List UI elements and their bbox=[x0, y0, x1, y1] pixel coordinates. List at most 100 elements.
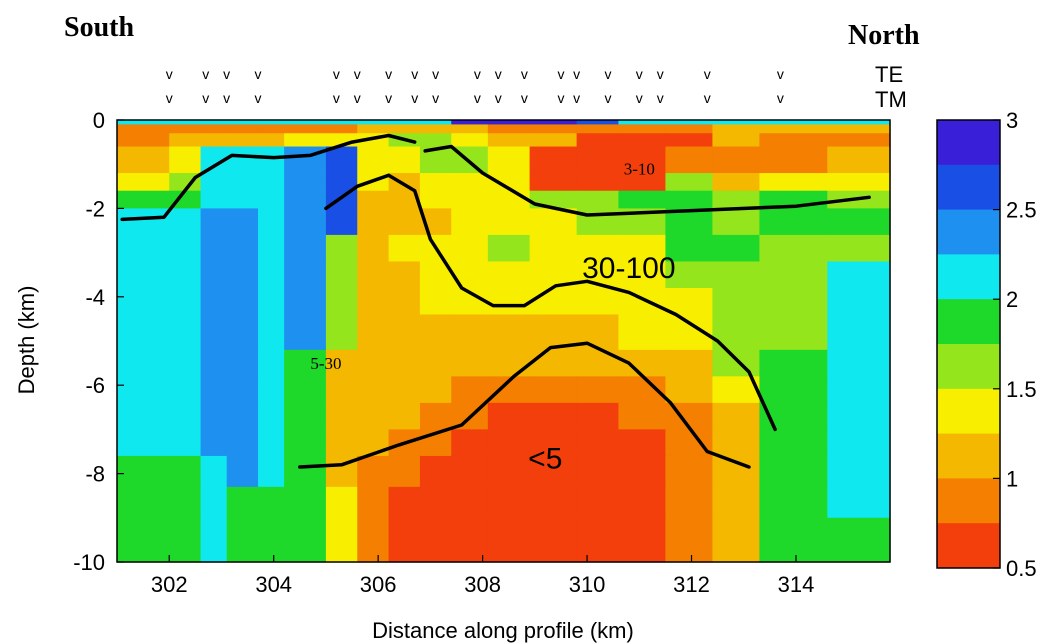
resistivity-cell bbox=[618, 120, 667, 126]
resistivity-cell bbox=[169, 146, 202, 174]
station-marker: v bbox=[223, 66, 230, 82]
resistivity-cell bbox=[200, 120, 228, 126]
resistivity-cell bbox=[451, 429, 489, 457]
resistivity-cell bbox=[712, 349, 761, 377]
resistivity-cell bbox=[258, 120, 285, 126]
resistivity-cell bbox=[712, 429, 761, 457]
resistivity-cell bbox=[529, 287, 578, 316]
resistivity-cell bbox=[759, 208, 828, 236]
resistivity-cell bbox=[529, 133, 578, 148]
resistivity-cell bbox=[487, 173, 531, 192]
resistivity-cell bbox=[169, 486, 202, 519]
colorbar-swatch bbox=[937, 478, 1000, 524]
x-tick-label: 312 bbox=[673, 572, 710, 597]
resistivity-cell bbox=[226, 208, 259, 236]
resistivity-cell bbox=[759, 120, 828, 126]
resistivity-cell bbox=[388, 120, 421, 126]
resistivity-cell bbox=[618, 124, 667, 134]
resistivity-cell bbox=[487, 234, 531, 263]
resistivity-cell bbox=[226, 261, 259, 289]
resistivity-cell bbox=[827, 287, 891, 316]
x-tick-label: 306 bbox=[360, 572, 397, 597]
resistivity-cell bbox=[325, 376, 358, 404]
station-marker: v bbox=[557, 90, 564, 106]
resistivity-cell bbox=[200, 190, 228, 209]
resistivity-cell bbox=[284, 287, 327, 316]
resistivity-cell bbox=[665, 287, 714, 316]
resistivity-cell bbox=[325, 120, 358, 126]
resistivity-cell bbox=[200, 349, 228, 377]
x-tick-label: 304 bbox=[255, 572, 292, 597]
y-tick-label: 0 bbox=[93, 108, 105, 133]
resistivity-cell bbox=[665, 234, 714, 263]
resistivity-cell bbox=[200, 173, 228, 192]
resistivity-cell bbox=[200, 517, 228, 563]
resistivity-cell bbox=[419, 486, 452, 519]
resistivity-cell bbox=[618, 146, 667, 174]
resistivity-cell bbox=[200, 376, 228, 404]
resistivity-cell bbox=[712, 124, 761, 134]
resistivity-cell bbox=[487, 455, 531, 488]
resistivity-cell bbox=[357, 120, 390, 126]
resistivity-cell bbox=[827, 120, 891, 126]
station-marker: v bbox=[521, 90, 528, 106]
resistivity-cell bbox=[759, 261, 828, 289]
resistivity-cell bbox=[169, 287, 202, 316]
station-marker: v bbox=[636, 90, 643, 106]
south-label: South bbox=[64, 12, 135, 43]
resistivity-cell bbox=[258, 402, 285, 430]
resistivity-cells bbox=[117, 120, 891, 563]
resistivity-cell bbox=[117, 455, 170, 488]
resistivity-cell bbox=[618, 133, 667, 148]
resistivity-cell bbox=[258, 173, 285, 192]
resistivity-cell bbox=[712, 287, 761, 316]
resistivity-cell bbox=[388, 517, 421, 563]
station-marker: v bbox=[604, 90, 611, 106]
resistivity-cell bbox=[284, 376, 327, 404]
resistivity-cell bbox=[487, 517, 531, 563]
north-label: North bbox=[848, 20, 920, 51]
resistivity-cell bbox=[576, 402, 620, 430]
resistivity-cell bbox=[576, 146, 620, 174]
resistivity-cell bbox=[576, 120, 620, 126]
resistivity-cell bbox=[487, 190, 531, 209]
colorbar-tick-label: 0.5 bbox=[1006, 556, 1037, 581]
resistivity-cell bbox=[827, 173, 891, 192]
resistivity-cell bbox=[827, 486, 891, 519]
resistivity-cell bbox=[226, 517, 259, 563]
resistivity-cell bbox=[712, 261, 761, 289]
resistivity-cell bbox=[618, 429, 667, 457]
resistivity-cell bbox=[284, 349, 327, 377]
resistivity-cell bbox=[712, 173, 761, 192]
annotation-label: <5 bbox=[528, 442, 562, 475]
resistivity-cell bbox=[576, 173, 620, 192]
station-marker: v bbox=[333, 66, 340, 82]
resistivity-cell bbox=[117, 124, 170, 134]
resistivity-cell bbox=[827, 402, 891, 430]
resistivity-cell bbox=[576, 234, 620, 263]
resistivity-cell bbox=[487, 429, 531, 457]
station-row-label: TE bbox=[875, 62, 903, 87]
resistivity-cell bbox=[169, 124, 202, 134]
colorbar-tick-label: 1.5 bbox=[1006, 377, 1037, 402]
resistivity-cell bbox=[258, 146, 285, 174]
resistivity-cell bbox=[200, 455, 228, 488]
resistivity-cell bbox=[759, 287, 828, 316]
resistivity-cell bbox=[325, 517, 358, 563]
resistivity-cell bbox=[325, 287, 358, 316]
resistivity-cell bbox=[258, 455, 285, 488]
resistivity-cell bbox=[200, 314, 228, 351]
resistivity-cell bbox=[827, 349, 891, 377]
resistivity-cell bbox=[117, 190, 170, 209]
station-marker: v bbox=[166, 90, 173, 106]
resistivity-cell bbox=[388, 208, 421, 236]
resistivity-cell bbox=[388, 287, 421, 316]
colorbar-swatch bbox=[937, 388, 1000, 435]
resistivity-cell bbox=[665, 455, 714, 488]
resistivity-cell bbox=[284, 402, 327, 430]
colorbar-tick-label: 1 bbox=[1006, 466, 1018, 491]
resistivity-cell bbox=[284, 314, 327, 351]
station-marker: v bbox=[474, 66, 481, 82]
station-marker: v bbox=[495, 90, 502, 106]
resistivity-cell bbox=[759, 124, 828, 134]
